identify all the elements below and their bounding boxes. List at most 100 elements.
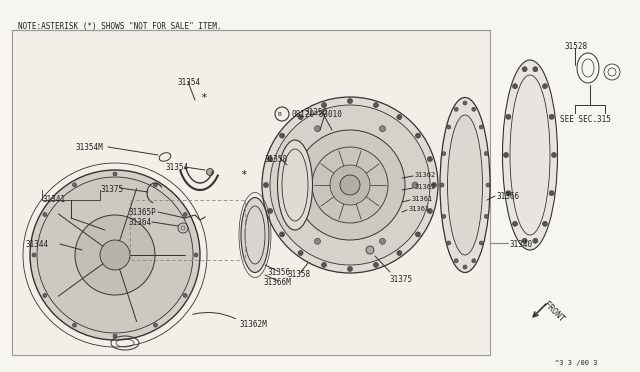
Text: 31375: 31375 [390,275,413,284]
Text: 31528: 31528 [565,42,588,51]
Circle shape [506,114,511,119]
Circle shape [431,183,436,187]
Text: 31364: 31364 [128,218,151,227]
Circle shape [374,103,378,108]
Circle shape [533,67,538,72]
Text: 31366: 31366 [497,192,520,201]
Circle shape [454,107,458,111]
Text: SEE SEC.315: SEE SEC.315 [560,115,611,124]
Circle shape [454,259,458,263]
Ellipse shape [447,115,483,255]
Circle shape [479,125,483,129]
Circle shape [37,177,193,333]
Circle shape [513,84,518,89]
Circle shape [415,133,420,138]
Circle shape [330,165,370,205]
Circle shape [262,97,438,273]
Circle shape [543,221,547,226]
Circle shape [549,191,554,196]
Text: 31356: 31356 [268,268,291,277]
Text: 31361: 31361 [412,196,433,202]
Circle shape [194,253,198,257]
Circle shape [298,115,303,119]
Circle shape [522,238,527,243]
Circle shape [207,169,214,176]
Circle shape [113,334,117,338]
Circle shape [314,238,321,244]
Circle shape [397,115,402,119]
Text: 31365P: 31365P [128,208,156,217]
Circle shape [183,212,187,217]
Circle shape [442,214,445,218]
Circle shape [100,240,130,270]
Circle shape [183,294,187,298]
Circle shape [280,232,285,237]
Text: NOTE:ASTERISK (*) SHOWS "NOT FOR SALE" ITEM.: NOTE:ASTERISK (*) SHOWS "NOT FOR SALE" I… [18,22,221,31]
Circle shape [380,126,385,132]
Circle shape [280,133,285,138]
Circle shape [380,238,385,244]
Text: 31354: 31354 [165,163,188,172]
Ellipse shape [440,97,490,273]
Circle shape [415,232,420,237]
Text: 31358: 31358 [265,155,288,164]
Circle shape [484,214,488,218]
Text: 31361: 31361 [409,206,430,212]
Circle shape [504,153,509,157]
Circle shape [484,152,488,155]
Circle shape [533,238,538,243]
Circle shape [552,153,557,157]
Text: 31366M: 31366M [264,278,292,287]
Text: 31358: 31358 [288,270,311,279]
Circle shape [340,175,360,195]
Circle shape [72,183,77,187]
Circle shape [543,84,547,89]
Ellipse shape [278,140,312,230]
Circle shape [295,130,405,240]
Circle shape [479,241,483,245]
Circle shape [428,157,433,161]
Circle shape [472,107,476,111]
Circle shape [442,152,445,155]
Circle shape [75,215,155,295]
Circle shape [440,183,444,187]
Circle shape [463,265,467,269]
Circle shape [154,183,157,187]
Circle shape [447,125,451,129]
Text: 31340: 31340 [510,240,533,249]
Text: 31344: 31344 [25,240,48,249]
Text: 31354M: 31354M [75,143,103,152]
Text: 31362: 31362 [415,172,436,178]
Circle shape [154,323,157,327]
Circle shape [32,253,36,257]
Circle shape [113,172,117,176]
Text: 31350: 31350 [305,108,328,117]
Text: 08120-83010: 08120-83010 [292,110,343,119]
Circle shape [72,323,77,327]
Circle shape [506,191,511,196]
Circle shape [513,221,518,226]
Text: *: * [240,170,247,180]
Text: 31375: 31375 [100,185,123,194]
Circle shape [268,208,273,214]
Text: 31354: 31354 [178,78,201,87]
Circle shape [264,183,269,187]
Circle shape [522,67,527,72]
Circle shape [314,126,321,132]
Circle shape [549,114,554,119]
Text: 31362M: 31362M [240,320,268,329]
Circle shape [298,250,303,256]
Text: *: * [200,93,207,103]
Text: B: B [277,112,281,116]
Circle shape [43,294,47,298]
Circle shape [30,170,200,340]
Circle shape [472,259,476,263]
Circle shape [412,182,418,188]
Circle shape [321,103,326,108]
Ellipse shape [502,60,557,250]
Bar [12,30,490,355]
Circle shape [321,262,326,267]
Circle shape [486,183,490,187]
Circle shape [348,266,353,272]
Circle shape [428,208,433,214]
